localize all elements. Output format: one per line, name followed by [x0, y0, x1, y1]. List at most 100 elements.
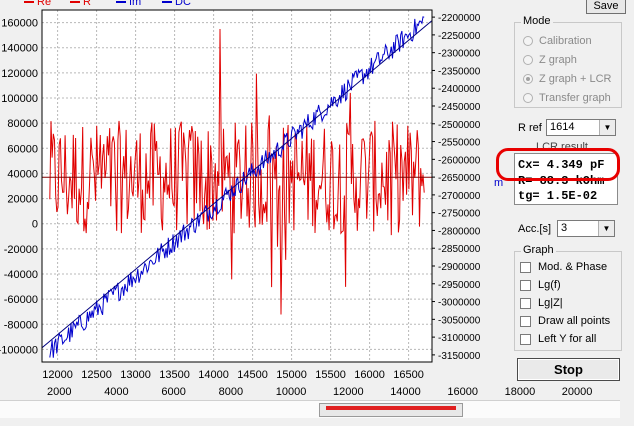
- mode-group-title: Mode: [521, 15, 553, 27]
- scrollbar-thumb[interactable]: [319, 403, 463, 417]
- y-right-tick-label: -2200000: [438, 13, 481, 24]
- y-left-tick-label: 140000: [1, 43, 38, 55]
- window-bottom-edge: [0, 418, 634, 426]
- y-left-tick-label: 20000: [7, 194, 38, 206]
- acc-value: 3: [561, 222, 568, 234]
- acc-select[interactable]: 3 ▼: [557, 220, 615, 237]
- save-button[interactable]: Save: [586, 0, 626, 14]
- ruler-tick-label: 8000: [218, 386, 244, 398]
- legend-label-im: Im: [129, 0, 141, 8]
- checkbox-icon[interactable]: [520, 315, 531, 327]
- lcr-r-value: R= 88.3 kOhm: [518, 174, 605, 188]
- checkbox-mod-phase[interactable]: Mod. & Phase: [520, 261, 607, 273]
- ruler-tick-label: 10000: [275, 386, 307, 398]
- checkbox-draw-all-points[interactable]: Draw all points: [520, 315, 610, 327]
- x-tick-label: 12500: [81, 369, 112, 381]
- y-right-tick-label: -3000000: [438, 298, 481, 309]
- legend-label-re: Re: [37, 0, 51, 8]
- checkbox-icon[interactable]: [520, 279, 531, 291]
- mode-option-transfer-graph[interactable]: Transfer graph: [523, 92, 611, 104]
- y-left-tick-label: 0: [32, 219, 38, 231]
- y-left-tick-label: 60000: [7, 143, 38, 155]
- ruler-tick-label: 12000: [333, 386, 364, 398]
- checkbox-icon[interactable]: [520, 333, 531, 345]
- checkbox-lg-f[interactable]: Lg(f): [520, 279, 561, 291]
- x-tick-label: 14500: [237, 369, 268, 381]
- ruler-tick-label: 14000: [390, 386, 421, 398]
- ruler-tick-label: 16000: [447, 386, 478, 398]
- x-tick-label: 16000: [354, 369, 385, 381]
- chart-axes: 12000 12500 13000 13500 14000 14500 15000 15500…: [0, 9, 481, 381]
- mode-option-label: Z graph: [539, 54, 577, 66]
- series-dc-line: [41, 20, 433, 349]
- checkbox-left-y-for-all[interactable]: Left Y for all: [520, 333, 596, 345]
- y-right-tick-label: -3150000: [438, 351, 481, 362]
- graph-group-title: Graph: [521, 244, 556, 256]
- rref-value: 1614: [550, 121, 575, 133]
- y-left-tick-label: 120000: [1, 68, 38, 80]
- checkbox-label: Lg(f): [538, 279, 561, 291]
- y-left-tick-label: -100000: [0, 344, 38, 356]
- ruler-tick-label: 18000: [504, 386, 536, 398]
- x-tick-label: 13500: [159, 369, 190, 381]
- y-left-tick-label: 160000: [1, 18, 38, 30]
- y-right-tick-label: -2850000: [438, 244, 481, 255]
- series-re-line: [49, 28, 425, 315]
- y-left-tick-label: -60000: [4, 294, 38, 306]
- radio-selected-icon: [523, 74, 533, 84]
- y-right-tick-label: -2700000: [438, 191, 481, 202]
- checkbox-label: Mod. & Phase: [538, 261, 608, 273]
- y-right-tick-label: -2250000: [438, 31, 481, 42]
- y-right-tick-label: -2600000: [438, 155, 481, 166]
- y-right-tick-label: -2950000: [438, 280, 481, 291]
- horizontal-scrollbar[interactable]: [0, 400, 620, 420]
- x-tick-label: 12000: [42, 369, 73, 381]
- y-left-tick-label: 40000: [7, 168, 38, 180]
- y-right-tick-label: -2650000: [438, 173, 481, 184]
- y-right-tick-label: -3100000: [438, 333, 481, 344]
- red-highlight-outline: [496, 148, 620, 181]
- radio-icon: [523, 93, 533, 103]
- chevron-down-icon[interactable]: ▼: [599, 120, 615, 135]
- rref-select[interactable]: 1614 ▼: [546, 119, 616, 136]
- y-right-tick-label: -2450000: [438, 102, 481, 113]
- mode-option-z-graph[interactable]: Z graph: [523, 54, 577, 66]
- lcr-cx-value: Cx= 4.349 pF: [518, 158, 605, 172]
- checkbox-icon[interactable]: [520, 297, 531, 309]
- y-right-tick-label: -2300000: [438, 49, 481, 60]
- chevron-down-icon[interactable]: ▼: [598, 221, 614, 236]
- y-right-tick-label: -2750000: [438, 209, 481, 220]
- checkbox-icon[interactable]: [520, 261, 531, 273]
- checkbox-label: Lg|Z|: [538, 297, 563, 309]
- mode-option-label: Transfer graph: [539, 92, 611, 104]
- mode-option-label: Calibration: [539, 35, 592, 47]
- chart-legend: Re R Im DC: [24, 0, 191, 8]
- frequency-ruler: 2000 4000 6000 8000 10000 12000 14000 16000 1800…: [0, 384, 620, 400]
- plot-area: [42, 10, 432, 362]
- mode-option-label: Z graph + LCR: [539, 73, 612, 85]
- x-tick-label: 16500: [393, 369, 424, 381]
- ruler-tick-label: 2000: [47, 386, 72, 398]
- mode-option-calibration[interactable]: Calibration: [523, 35, 592, 47]
- y-left-tick-label: 80000: [7, 118, 38, 130]
- y-left-tick-label: -40000: [4, 269, 38, 281]
- series-im-line: [49, 16, 425, 358]
- y-left-tick-label: -80000: [4, 319, 38, 331]
- y-left-tick-label: -20000: [4, 244, 38, 256]
- scrollbar-range-indicator: [326, 406, 456, 410]
- checkbox-label: Left Y for all: [538, 333, 597, 345]
- y-right-tick-label: -2550000: [438, 138, 481, 149]
- y-right-tick-label: -3050000: [438, 315, 481, 326]
- checkbox-lg-z[interactable]: Lg|Z|: [520, 297, 563, 309]
- stop-button[interactable]: Stop: [517, 358, 620, 381]
- ruler-tick-label: 4000: [104, 386, 129, 398]
- x-tick-label: 13000: [120, 369, 151, 381]
- ruler-tick-label: 20000: [561, 386, 593, 398]
- mode-option-z-graph-lcr[interactable]: Z graph + LCR: [523, 73, 611, 85]
- y-right-tick-label: -2350000: [438, 66, 481, 77]
- lcr-tg-value: tg= 1.5E-02: [518, 189, 598, 203]
- mode-group: Mode Calibration Z graph Z graph + LCR T…: [514, 15, 622, 108]
- plot-frame: [41, 9, 433, 363]
- chart-series: [41, 16, 433, 358]
- rref-label: R ref: [518, 122, 542, 134]
